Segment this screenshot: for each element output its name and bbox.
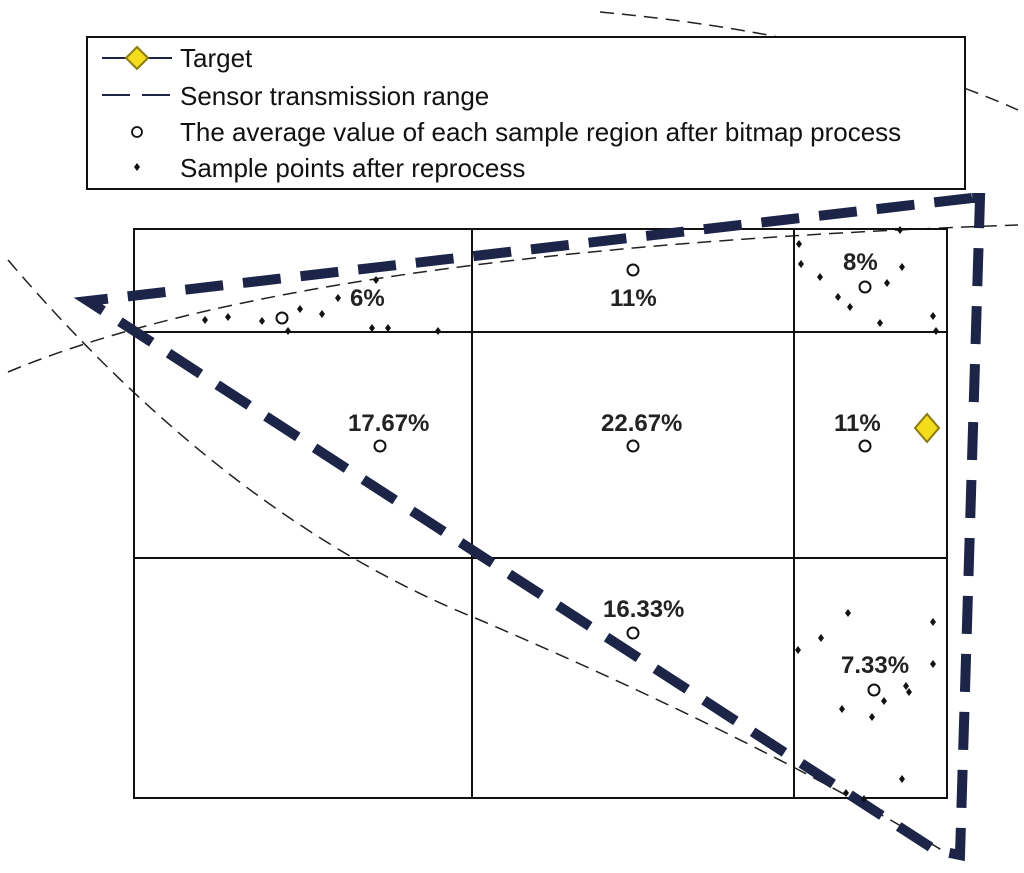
legend-target-icon [124, 45, 150, 71]
legend-samples-icon [134, 163, 140, 171]
arc-lower-left [7, 259, 946, 853]
sample-point [835, 293, 841, 301]
region-label: 6% [350, 285, 385, 312]
average-marker [626, 263, 640, 277]
sample-point [869, 713, 875, 721]
sample-points [202, 226, 939, 803]
sample-point [843, 789, 849, 797]
sample-point [335, 294, 341, 302]
legend-samples-label: Sample points after reprocess [180, 153, 525, 183]
sample-point [899, 263, 905, 271]
sample-point [930, 660, 936, 668]
arc-middle [7, 224, 1019, 373]
sample-point [385, 324, 391, 332]
sample-point [369, 324, 375, 332]
sample-point [881, 697, 887, 705]
sample-point [319, 310, 325, 318]
region-grid [133, 228, 948, 799]
sample-point [373, 276, 379, 284]
sample-point [817, 273, 823, 281]
average-markers [275, 263, 881, 697]
sample-point [897, 226, 903, 234]
sample-point [847, 303, 853, 311]
sample-point [796, 240, 802, 248]
average-marker [858, 280, 872, 294]
sample-point [225, 313, 231, 321]
region-label: 22.67% [601, 410, 682, 437]
sample-point [818, 634, 824, 642]
region-label: 11% [610, 285, 657, 312]
average-marker [373, 439, 387, 453]
sample-point [202, 316, 208, 324]
legend-average-icon [131, 126, 143, 138]
region-label: 16.33% [603, 596, 684, 623]
region-label: 11% [834, 410, 881, 437]
sample-point [861, 795, 867, 803]
sample-point [845, 609, 851, 617]
sample-point [903, 682, 909, 690]
average-marker [867, 683, 881, 697]
sample-point [906, 688, 912, 696]
sample-point [798, 260, 804, 268]
region-labels: 6% 11% 8% 17.67% 22.67% 11% 16.33% 7.33% [348, 249, 909, 679]
sample-point [884, 279, 890, 287]
region-label: 17.67% [348, 410, 429, 437]
sample-point [435, 327, 441, 335]
target-marker-icon [913, 412, 941, 444]
sample-point [933, 327, 939, 335]
sample-point [930, 312, 936, 320]
sample-point [297, 305, 303, 313]
sample-point [877, 319, 883, 327]
average-marker [858, 439, 872, 453]
sample-point [839, 705, 845, 713]
legend-range-label: Sensor transmission range [180, 81, 489, 111]
region-label: 7.33% [841, 652, 909, 679]
average-marker [626, 439, 640, 453]
legend-average-label: The average value of each sample region … [180, 117, 901, 147]
region-label: 8% [843, 249, 878, 276]
sample-point [795, 646, 801, 654]
legend: Target Sensor transmission range The ave… [86, 36, 966, 190]
sample-point [285, 327, 291, 335]
sensor-transmission-range [73, 193, 986, 862]
grid-border [133, 228, 948, 799]
average-marker [275, 311, 289, 325]
average-marker [626, 626, 640, 640]
legend-box [86, 36, 966, 190]
legend-target-label: Target [180, 43, 253, 73]
sample-point [930, 618, 936, 626]
sample-point [259, 317, 265, 325]
sample-point [899, 775, 905, 783]
